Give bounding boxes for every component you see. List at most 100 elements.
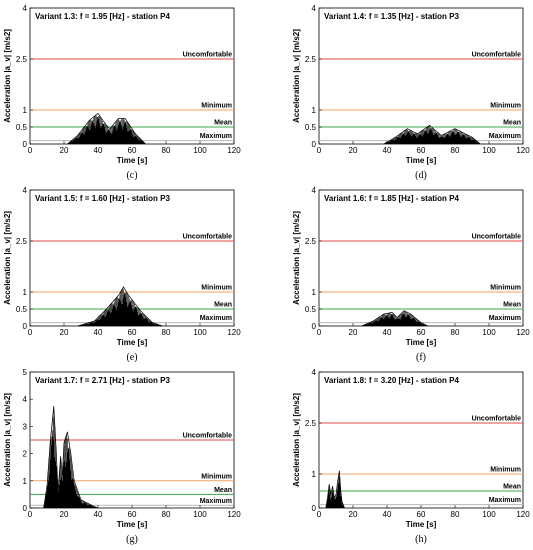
y-tick-label: 0 xyxy=(23,504,28,513)
reference-label-uncomfortable: Uncomfortable xyxy=(183,52,233,59)
reference-label-mean: Mean xyxy=(503,484,521,491)
x-tick-label: 120 xyxy=(516,146,530,155)
panel-caption: (g) xyxy=(126,534,138,545)
acceleration-signal xyxy=(77,288,163,326)
x-tick-label: 100 xyxy=(482,328,496,337)
x-tick-label: 120 xyxy=(516,328,530,337)
x-axis-label: Time [s] xyxy=(406,520,437,529)
reference-label-mean: Mean xyxy=(214,487,232,494)
chart-title: Variant 1.6: f = 1.85 [Hz] - station P4 xyxy=(324,194,459,203)
reference-label-maximum: Maximum xyxy=(200,133,232,140)
chart-title: Variant 1.5: f = 1.60 [Hz] - station P3 xyxy=(35,194,170,203)
x-tick-label: 40 xyxy=(383,328,392,337)
y-tick-label: 0 xyxy=(23,322,28,331)
signal-envelope xyxy=(67,112,146,145)
y-tick-label: 1 xyxy=(312,288,317,297)
x-tick-label: 120 xyxy=(227,146,241,155)
y-tick-label: 0.5 xyxy=(305,123,317,132)
y-tick-label: 0 xyxy=(312,322,317,331)
reference-label-minimum: Minimum xyxy=(490,103,521,110)
x-tick-label: 20 xyxy=(60,510,69,519)
x-axis-label: Time [s] xyxy=(406,156,437,165)
chart-title: Variant 1.4: f = 1.35 [Hz] - station P3 xyxy=(324,12,459,21)
x-tick-label: 100 xyxy=(193,146,207,155)
y-tick-label: 1 xyxy=(312,106,317,115)
x-tick-label: 20 xyxy=(349,510,358,519)
reference-label-maximum: Maximum xyxy=(200,498,232,505)
x-tick-label: 40 xyxy=(94,146,103,155)
reference-label-minimum: Minimum xyxy=(201,473,232,480)
y-tick-label: 1 xyxy=(23,477,28,486)
x-tick-label: 20 xyxy=(349,328,358,337)
x-tick-label: 100 xyxy=(193,510,207,519)
panel-caption: (e) xyxy=(126,352,137,363)
x-tick-label: 100 xyxy=(193,328,207,337)
x-tick-label: 0 xyxy=(317,146,322,155)
reference-label-maximum: Maximum xyxy=(489,133,521,140)
y-tick-label: 0 xyxy=(312,140,317,149)
y-tick-label: 1 xyxy=(23,288,28,297)
x-tick-label: 100 xyxy=(482,146,496,155)
x-tick-label: 80 xyxy=(451,328,460,337)
plot-frame xyxy=(29,189,235,327)
y-axis-label: Acceleration |a_v| [m/s2] xyxy=(292,393,301,487)
x-tick-label: 60 xyxy=(417,146,426,155)
y-axis-label: Acceleration |a_v| [m/s2] xyxy=(292,29,301,123)
y-axis-label: Acceleration |a_v| [m/s2] xyxy=(3,393,12,487)
x-tick-label: 60 xyxy=(128,510,137,519)
y-tick-label: 4 xyxy=(312,186,317,195)
reference-label-uncomfortable: Uncomfortable xyxy=(183,234,233,241)
x-tick-label: 80 xyxy=(162,328,171,337)
reference-label-maximum: Maximum xyxy=(489,315,521,322)
reference-label-maximum: Maximum xyxy=(200,315,232,322)
chart-title: Variant 1.3: f = 1.95 [Hz] - station P4 xyxy=(35,12,170,21)
y-tick-label: 2.5 xyxy=(305,55,317,64)
reference-label-mean: Mean xyxy=(503,302,521,309)
y-tick-label: 0.5 xyxy=(305,305,317,314)
y-tick-label: 1 xyxy=(23,106,28,115)
x-tick-label: 80 xyxy=(162,510,171,519)
reference-label-minimum: Minimum xyxy=(490,467,521,474)
x-tick-label: 80 xyxy=(451,146,460,155)
signal-envelope xyxy=(361,310,428,327)
x-tick-label: 0 xyxy=(317,328,322,337)
signal-envelope xyxy=(77,286,163,327)
y-tick-label: 4 xyxy=(312,368,317,377)
x-tick-label: 20 xyxy=(60,328,69,337)
signal-envelope xyxy=(43,405,99,509)
chart-title: Variant 1.7: f = 2.71 [Hz] - station P3 xyxy=(35,376,170,385)
reference-label-minimum: Minimum xyxy=(490,285,521,292)
panel-caption: (c) xyxy=(126,170,137,181)
y-tick-label: 5 xyxy=(23,368,28,377)
acceleration-signal xyxy=(361,311,428,326)
acceleration-signal xyxy=(43,410,98,508)
x-tick-label: 80 xyxy=(162,146,171,155)
x-tick-label: 0 xyxy=(317,510,322,519)
y-tick-label: 1 xyxy=(312,470,317,479)
x-axis-label: Time [s] xyxy=(117,520,148,529)
y-tick-label: 4 xyxy=(23,4,28,13)
acceleration-signal xyxy=(383,126,481,144)
y-tick-label: 4 xyxy=(23,395,28,404)
y-tick-label: 0.5 xyxy=(16,123,28,132)
plot-frame xyxy=(318,189,524,327)
reference-label-mean: Mean xyxy=(214,120,232,127)
y-axis-label: Acceleration |a_v| [m/s2] xyxy=(292,211,301,305)
x-tick-label: 120 xyxy=(227,328,241,337)
x-tick-label: 100 xyxy=(482,510,496,519)
plot-frame xyxy=(318,371,524,509)
x-tick-label: 120 xyxy=(516,510,530,519)
x-tick-label: 60 xyxy=(128,328,137,337)
panel-caption: (d) xyxy=(415,170,427,181)
y-tick-label: 0 xyxy=(23,140,28,149)
chart-title: Variant 1.8: f = 3.20 [Hz] - station P4 xyxy=(324,376,459,385)
y-tick-label: 2.5 xyxy=(16,55,28,64)
x-axis-label: Time [s] xyxy=(406,338,437,347)
y-axis-label: Acceleration |a_v| [m/s2] xyxy=(3,211,12,305)
